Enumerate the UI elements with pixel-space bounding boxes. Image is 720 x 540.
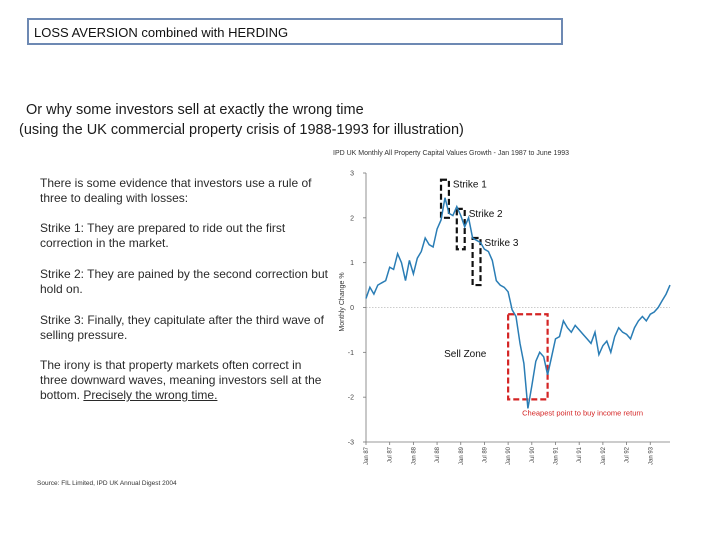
subtitle-line-1: Or why some investors sell at exactly th…: [26, 102, 364, 118]
strike-label-3: Strike 3: [484, 238, 518, 249]
slide-title: LOSS AVERSION combined with HERDING: [34, 25, 289, 40]
y-tick-label: 0: [350, 305, 354, 312]
paragraph-rule-of-three: There is some evidence that investors us…: [40, 176, 312, 205]
irony-emphasis: Precisely the wrong time.: [83, 388, 218, 402]
title-box: LOSS AVERSION combined with HERDING: [27, 18, 563, 45]
x-tick-label: Jul 90: [530, 446, 536, 463]
paragraph-strike-2: Strike 2: They are pained by the second …: [40, 267, 328, 296]
y-tick-label: 3: [350, 171, 354, 178]
paragraph-strike-3: Strike 3: Finally, they capitulate after…: [40, 313, 324, 342]
x-tick-label: Jan 92: [601, 446, 607, 465]
source-note: Source: FIL Limited, IPD UK Annual Diges…: [37, 480, 177, 487]
cheapest-point-label: Cheapest point to buy income return: [522, 408, 643, 417]
chart-annotation-boxes: [439, 178, 549, 401]
x-tick-label: Jan 87: [364, 446, 370, 465]
y-axis-label: Monthly Change %: [339, 272, 346, 331]
y-tick-label: -2: [348, 395, 354, 402]
paragraph-strike-1: Strike 1: They are prepared to ride out …: [40, 221, 286, 250]
chart-annotation-labels: Strike 1 Strike 2 Strike 3 Sell Zone Cheapes…: [444, 180, 643, 418]
sell-zone-box: [507, 313, 549, 401]
x-tick-label: Jan 90: [506, 446, 512, 465]
x-tick-label: Jul 87: [388, 446, 394, 463]
x-tick-label: Jan 93: [648, 446, 654, 465]
x-tick-label: Jul 92: [625, 446, 631, 463]
strike-box-1: [439, 178, 451, 219]
y-tick-label: -1: [348, 350, 354, 357]
y-tick-label: -3: [348, 440, 354, 447]
irony-text: The irony is that property markets often…: [40, 358, 322, 402]
chart-axes: 3 2 1 0 -1 -2 -3 Jan 87 Jul 87 Jan 88 Jul 88 Jan 89…: [348, 171, 670, 465]
y-tick-label: 2: [350, 215, 354, 222]
strike-box-3: [471, 236, 482, 287]
x-tick-label: Jan 88: [411, 446, 417, 465]
strike-label-1: Strike 1: [453, 180, 487, 191]
subtitle-line-2: (using the UK commercial property crisis…: [19, 122, 464, 138]
chart-svg: 3 2 1 0 -1 -2 -3 Jan 87 Jul 87 Jan 88 Jul 88 Jan 89…: [339, 171, 671, 465]
chart-title: IPD UK Monthly All Property Capital Valu…: [333, 150, 570, 157]
x-tick-label: Jul 89: [482, 446, 488, 463]
strike-label-2: Strike 2: [469, 209, 503, 220]
y-tick-label: 1: [350, 260, 354, 267]
sell-zone-label: Sell Zone: [444, 349, 487, 360]
x-tick-label: Jul 88: [435, 446, 441, 463]
x-tick-label: Jul 91: [577, 446, 583, 463]
strike-box-2: [455, 207, 466, 251]
series-line: [365, 197, 671, 409]
x-tick-label: Jan 89: [459, 446, 465, 465]
paragraph-irony: The irony is that property markets often…: [40, 358, 330, 403]
x-tick-label: Jan 91: [554, 446, 560, 465]
